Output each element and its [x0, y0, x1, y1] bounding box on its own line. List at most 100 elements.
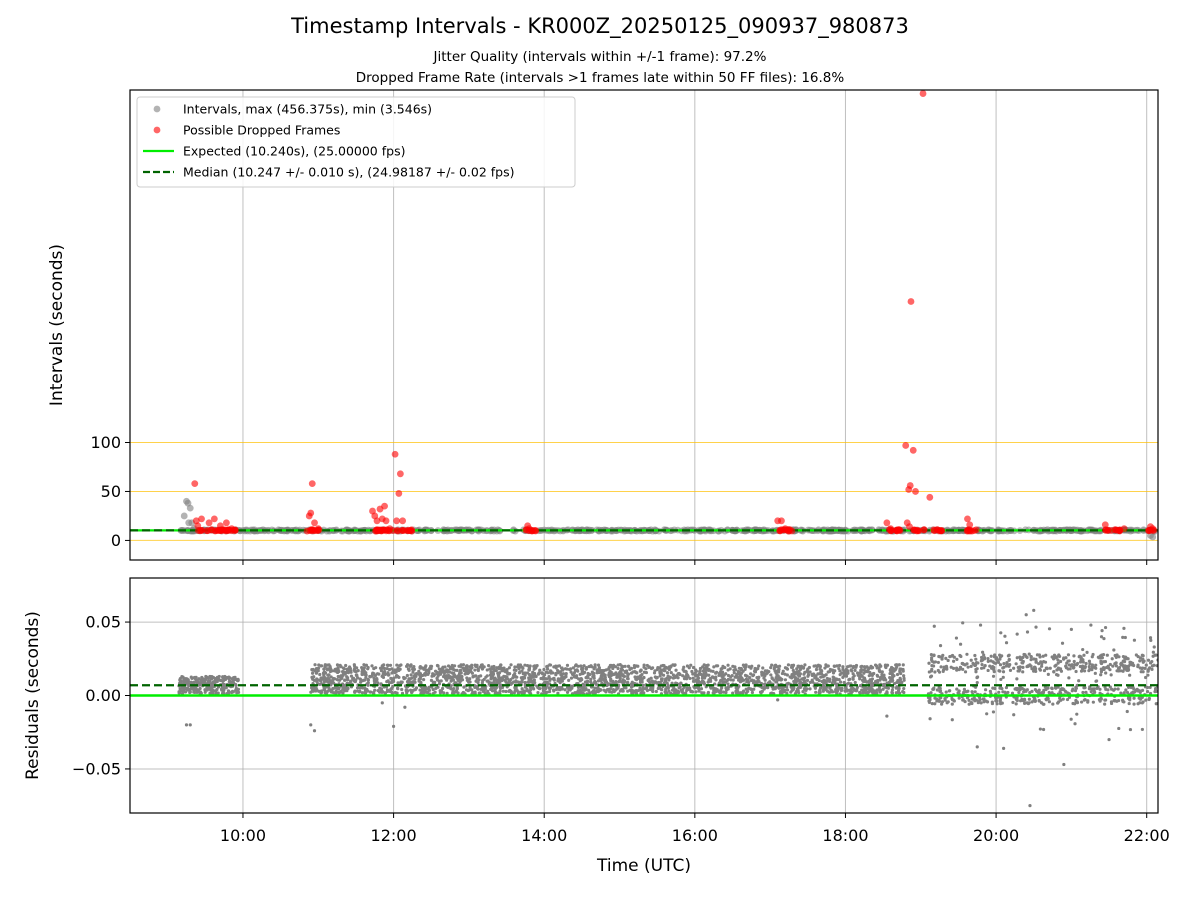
- residual-point: [559, 666, 564, 670]
- x-tick-label: 10:00: [220, 826, 266, 845]
- residual-point: [698, 666, 703, 671]
- residual-point: [1153, 687, 1158, 691]
- residual-point: [545, 690, 549, 694]
- residual-point: [554, 664, 558, 668]
- residual-point: [624, 669, 629, 673]
- residual-point: [700, 679, 704, 683]
- residual-point: [1114, 664, 1118, 668]
- residual-point: [659, 668, 663, 672]
- residual-point: [517, 680, 521, 684]
- residual-point: [955, 657, 959, 661]
- residual-point: [991, 710, 996, 714]
- residual-point: [1131, 690, 1135, 694]
- residual-point: [951, 698, 956, 702]
- residual-point: [551, 688, 556, 692]
- residual-point: [1098, 691, 1102, 695]
- residual-point: [443, 665, 447, 669]
- residual-point: [902, 686, 906, 691]
- residual-point: [752, 687, 756, 691]
- residual-point: [932, 653, 936, 658]
- residual-point: [703, 668, 708, 673]
- residual-point: [217, 674, 221, 679]
- residual-point: [626, 680, 630, 685]
- residual-point: [322, 680, 327, 684]
- residual-point: [1052, 670, 1056, 674]
- residual-point: [1087, 665, 1091, 669]
- residual-point: [1008, 668, 1013, 672]
- residual-point: [1155, 664, 1158, 668]
- residual-point: [213, 681, 217, 685]
- residual-point: [1019, 657, 1023, 662]
- residual-point: [361, 667, 366, 671]
- residual-point: [320, 664, 324, 668]
- residual-point: [957, 696, 961, 700]
- residual-point: [587, 664, 591, 669]
- residual-point: [812, 664, 816, 668]
- residual-point: [659, 687, 663, 691]
- residual-point: [989, 654, 993, 658]
- residual-point: [745, 680, 749, 684]
- residual-point: [645, 663, 649, 668]
- residual-point: [438, 670, 443, 674]
- residual-point: [719, 678, 723, 683]
- residual-point: [726, 668, 730, 672]
- x-tick-label: 20:00: [973, 826, 1019, 845]
- residual-point: [584, 675, 588, 680]
- residual-point: [1127, 701, 1131, 706]
- residual-point: [560, 679, 564, 683]
- residual-point: [343, 686, 347, 690]
- residual-point: [205, 685, 209, 690]
- residual-point: [1140, 727, 1144, 732]
- residual-point: [750, 690, 755, 695]
- residual-point: [430, 674, 434, 678]
- residual-point: [1025, 665, 1029, 669]
- residual-point: [1040, 664, 1044, 668]
- residual-point: [433, 680, 437, 684]
- residual-point: [513, 672, 517, 676]
- residual-point: [669, 691, 673, 695]
- residual-point: [837, 663, 842, 668]
- residual-point: [395, 691, 399, 695]
- residual-point: [523, 663, 527, 667]
- dropped-frame-point: [920, 526, 928, 534]
- residual-point: [498, 679, 502, 684]
- residual-point: [774, 671, 778, 675]
- residual-point: [545, 680, 549, 684]
- residual-point: [970, 690, 974, 694]
- residual-point: [446, 673, 451, 678]
- residual-point: [504, 680, 508, 684]
- residual-point: [480, 666, 485, 670]
- residual-point: [749, 678, 753, 683]
- y-tick-label: −0.05: [72, 759, 121, 778]
- residual-point: [776, 670, 781, 674]
- residual-point: [1022, 690, 1026, 694]
- residual-point: [668, 676, 672, 680]
- dropped-frame-point: [205, 519, 213, 527]
- residual-point: [621, 689, 625, 693]
- residual-point: [410, 676, 414, 680]
- residual-point: [1007, 653, 1011, 657]
- residual-point: [722, 690, 726, 694]
- dropped-frame-point: [307, 509, 315, 517]
- residual-point: [480, 681, 484, 685]
- residual-point: [1141, 666, 1145, 670]
- residual-point: [858, 690, 862, 695]
- residual-point: [315, 677, 319, 681]
- residual-point: [504, 675, 508, 679]
- residual-point: [232, 675, 236, 680]
- residual-point: [1054, 673, 1059, 677]
- residual-point: [1130, 663, 1134, 667]
- residual-point: [1110, 687, 1114, 691]
- residual-point: [950, 718, 954, 722]
- residual-point: [1059, 659, 1063, 664]
- residual-point: [1064, 656, 1068, 660]
- residual-point: [943, 697, 947, 701]
- dropped-frame-point: [382, 517, 390, 525]
- residual-point: [314, 671, 319, 675]
- residual-point: [1044, 697, 1048, 701]
- residual-point: [974, 657, 978, 661]
- residual-point: [544, 686, 548, 691]
- residual-point: [929, 691, 933, 695]
- residual-point: [509, 682, 513, 686]
- residual-point: [794, 681, 798, 685]
